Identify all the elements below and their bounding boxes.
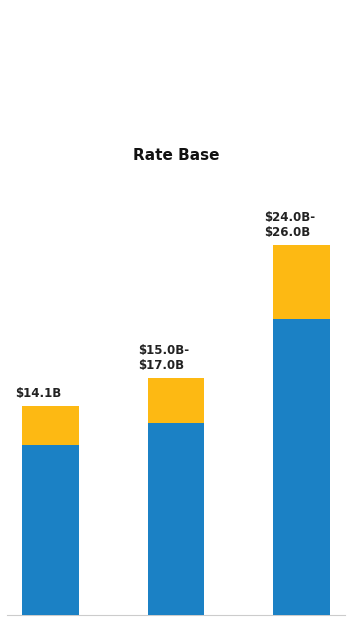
Legend: Distribution, Pipeline: Distribution, Pipeline: [89, 627, 263, 628]
Text: $15.0B-
$17.0B: $15.0B- $17.0B: [138, 344, 189, 372]
Bar: [23, 445, 79, 615]
Bar: [23, 406, 79, 445]
Text: ~ $15 billion in capital investment
through 2027; >85% allocated to
safety: ~ $15 billion in capital investment thro…: [7, 57, 345, 120]
Bar: [273, 319, 329, 615]
Text: $14.1B: $14.1B: [15, 387, 62, 401]
Bar: [273, 245, 329, 319]
Bar: [148, 423, 204, 615]
Text: $24.0B-
$26.0B: $24.0B- $26.0B: [264, 211, 315, 239]
Title: Rate Base: Rate Base: [133, 148, 219, 163]
Bar: [148, 378, 204, 423]
